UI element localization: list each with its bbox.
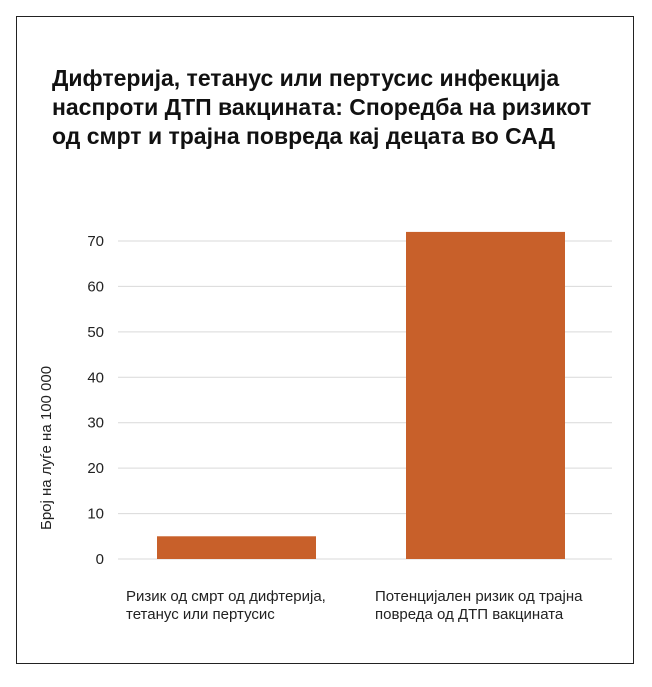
y-tick-label-0: 0 [96, 551, 104, 568]
y-tick-label-50: 50 [87, 324, 104, 341]
bar-0 [157, 536, 316, 559]
y-tick-labels: 0 10 20 30 40 50 60 70 [87, 233, 104, 568]
y-tick-label-40: 40 [87, 369, 104, 386]
category-label-1: Потенцијален ризик од трајна повреда од … [375, 588, 583, 623]
y-tick-label-60: 60 [87, 278, 104, 295]
y-tick-label-30: 30 [87, 415, 104, 432]
y-tick-label-20: 20 [87, 460, 104, 477]
bars [157, 231, 565, 559]
chart-title: Дифтерија, тетанус или пертусис инфекциј… [52, 65, 592, 149]
y-tick-label-70: 70 [87, 233, 104, 250]
y-tick-label-10: 10 [87, 506, 104, 523]
bar-1 [406, 231, 565, 559]
category-label-0: Ризик од смрт од дифтерија, тетанус или … [126, 588, 326, 623]
